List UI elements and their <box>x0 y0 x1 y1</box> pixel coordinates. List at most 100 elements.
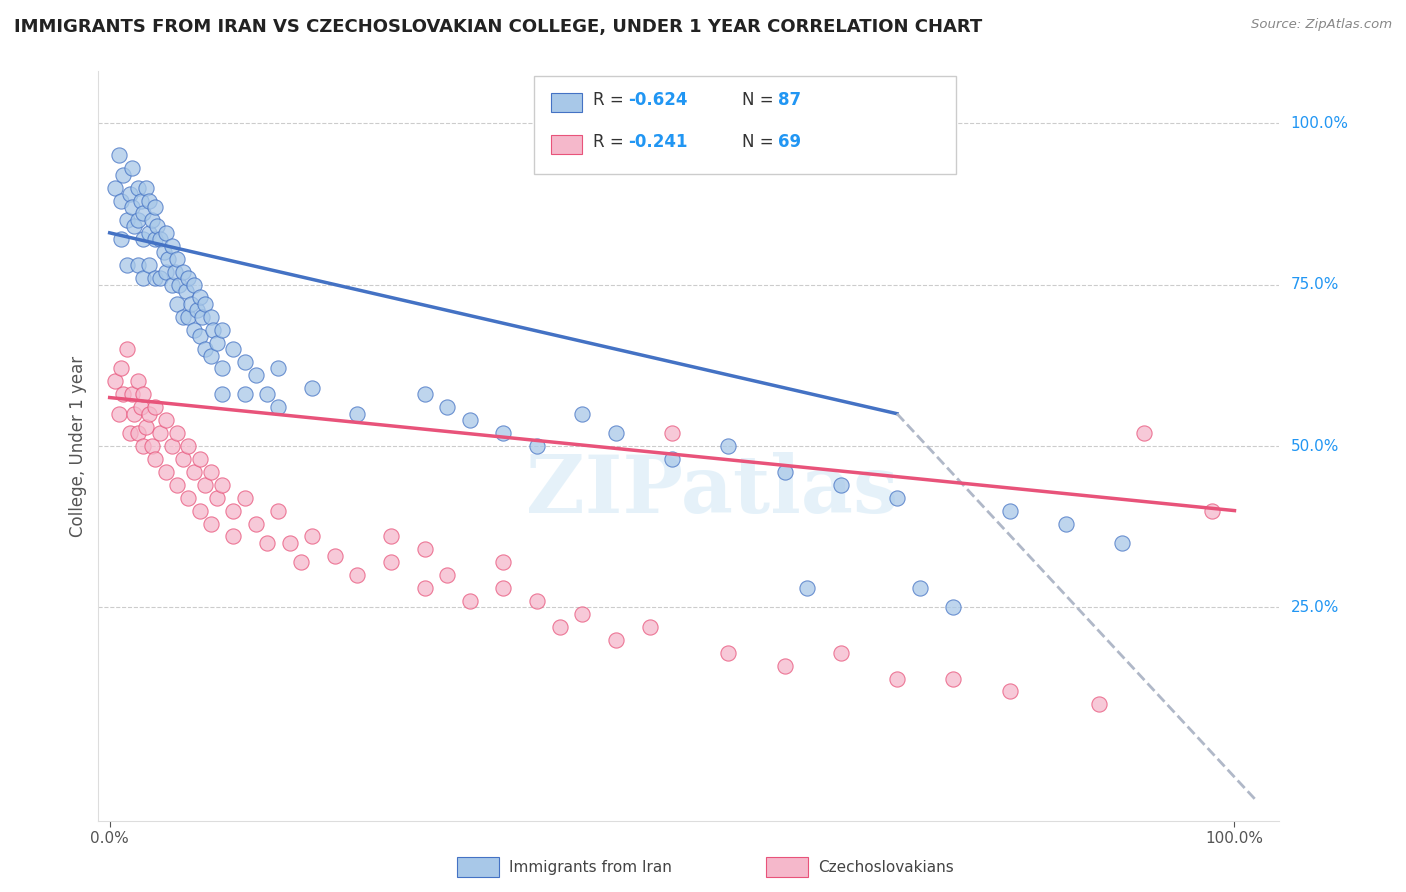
Point <box>186 303 208 318</box>
Point <box>202 323 225 337</box>
Point <box>155 413 177 427</box>
Point <box>222 342 245 356</box>
Point <box>149 426 172 441</box>
Point <box>346 568 368 582</box>
Point <box>183 323 205 337</box>
Text: -0.624: -0.624 <box>628 91 688 109</box>
Point <box>121 200 143 214</box>
Point <box>169 277 191 292</box>
Text: 69: 69 <box>778 133 800 151</box>
Point <box>661 426 683 441</box>
Point <box>458 594 481 608</box>
Point <box>135 180 157 194</box>
Point <box>166 297 188 311</box>
Text: ZIPatlas: ZIPatlas <box>526 452 898 530</box>
Point <box>458 413 481 427</box>
Text: IMMIGRANTS FROM IRAN VS CZECHOSLOVAKIAN COLLEGE, UNDER 1 YEAR CORRELATION CHART: IMMIGRANTS FROM IRAN VS CZECHOSLOVAKIAN … <box>14 18 983 36</box>
Point <box>413 387 436 401</box>
Text: Source: ZipAtlas.com: Source: ZipAtlas.com <box>1251 18 1392 31</box>
Text: R =: R = <box>593 133 630 151</box>
Point <box>127 213 149 227</box>
Point <box>1111 536 1133 550</box>
Point <box>149 232 172 246</box>
Point <box>112 168 135 182</box>
Point <box>233 491 256 505</box>
Text: R =: R = <box>593 91 630 109</box>
Point <box>183 465 205 479</box>
Point <box>605 426 627 441</box>
Point <box>110 232 132 246</box>
Point <box>380 555 402 569</box>
Point <box>160 239 183 253</box>
Point <box>717 439 740 453</box>
Point <box>278 536 301 550</box>
Point <box>104 180 127 194</box>
Point <box>290 555 312 569</box>
Text: 87: 87 <box>778 91 800 109</box>
Point <box>135 419 157 434</box>
Point <box>115 258 138 272</box>
Point <box>143 451 166 466</box>
Point <box>191 310 214 324</box>
Point <box>256 387 278 401</box>
Point <box>107 148 129 162</box>
Point <box>149 271 172 285</box>
Point <box>118 187 141 202</box>
Y-axis label: College, Under 1 year: College, Under 1 year <box>69 355 87 537</box>
Point <box>245 516 267 531</box>
Point <box>605 632 627 647</box>
Point <box>127 375 149 389</box>
Point <box>526 594 548 608</box>
Point <box>571 607 593 621</box>
Point <box>796 581 818 595</box>
Point <box>157 252 180 266</box>
Point <box>717 646 740 660</box>
Point <box>773 658 796 673</box>
Text: 100.0%: 100.0% <box>1291 116 1348 130</box>
Text: 50.0%: 50.0% <box>1291 439 1339 453</box>
Point <box>138 407 160 421</box>
Point <box>323 549 346 563</box>
Point <box>138 226 160 240</box>
Point <box>211 361 233 376</box>
Point <box>436 401 458 415</box>
Point <box>773 465 796 479</box>
Point <box>172 451 194 466</box>
Point <box>211 477 233 491</box>
Point <box>661 451 683 466</box>
Point <box>132 206 155 220</box>
Point <box>908 581 931 595</box>
Text: Czechoslovakians: Czechoslovakians <box>818 860 955 874</box>
Point <box>141 213 163 227</box>
Point <box>942 600 965 615</box>
Point <box>526 439 548 453</box>
Point <box>155 264 177 278</box>
Point <box>267 503 290 517</box>
Point <box>172 310 194 324</box>
Point <box>177 491 200 505</box>
Point <box>155 465 177 479</box>
Point <box>942 672 965 686</box>
Point <box>166 477 188 491</box>
Point <box>301 381 323 395</box>
Point <box>160 277 183 292</box>
Point <box>166 426 188 441</box>
Point <box>200 516 222 531</box>
Point <box>548 620 571 634</box>
Point <box>492 555 515 569</box>
Point <box>1088 698 1111 712</box>
Text: 25.0%: 25.0% <box>1291 600 1339 615</box>
Point <box>200 310 222 324</box>
Point <box>172 264 194 278</box>
Point <box>155 226 177 240</box>
Point <box>104 375 127 389</box>
Point <box>998 684 1021 698</box>
Point <box>115 213 138 227</box>
Text: N =: N = <box>742 91 779 109</box>
Point <box>143 232 166 246</box>
Text: N =: N = <box>742 133 779 151</box>
Point <box>200 465 222 479</box>
Point <box>138 258 160 272</box>
Text: Immigrants from Iran: Immigrants from Iran <box>509 860 672 874</box>
Point <box>121 387 143 401</box>
